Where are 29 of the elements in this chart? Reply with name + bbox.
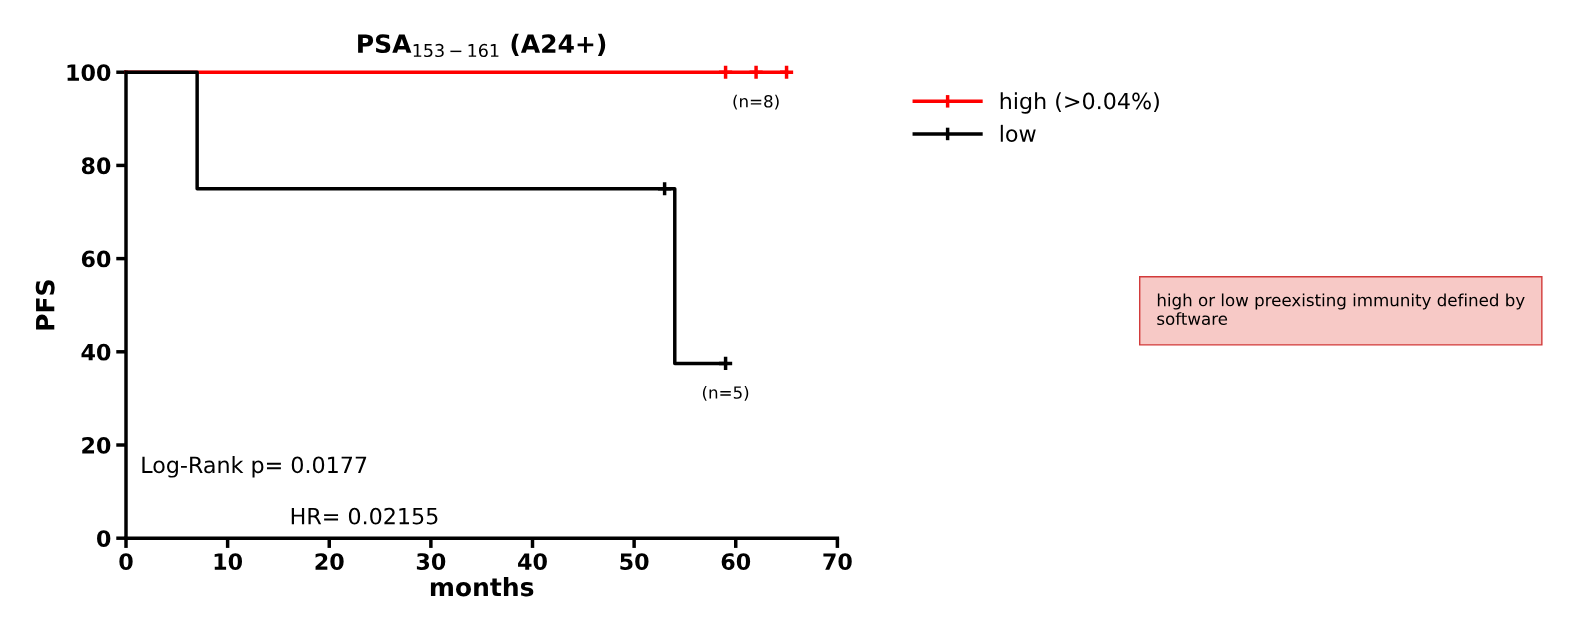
legend-label: high (>0.04%) [1000, 92, 1159, 114]
y-tick-label: 20 [82, 436, 111, 454]
y-axis-title: PFS [35, 280, 55, 330]
x-tick-label: 0 [119, 553, 133, 570]
point [717, 355, 734, 372]
y-tick-label: 40 [81, 343, 111, 361]
chart-title: PSA$_{153−161}$ (A24+) [358, 33, 606, 58]
x-axis-title: months [430, 577, 534, 597]
point [717, 63, 734, 81]
x-tick-label: 40 [518, 553, 547, 570]
x-tick-label: 70 [823, 553, 852, 570]
y-tick-label: 80 [81, 157, 111, 175]
y-tick-label: 0 [97, 530, 111, 547]
x-tick-label: 10 [214, 553, 243, 570]
text: high or low preexisting immunity defined by software [1157, 293, 1525, 326]
annotation: HR= 0.02155 [291, 507, 438, 525]
point [778, 63, 795, 81]
point [747, 63, 765, 81]
x-tick-label: 50 [620, 553, 649, 570]
annotation: (n=8) [733, 94, 779, 110]
legend-label: low [1000, 124, 1036, 143]
x-tick-label: 60 [721, 553, 751, 570]
y-tick-label: 60 [81, 250, 111, 268]
annotation: Log-Rank p= 0.0177 [142, 456, 367, 478]
y-tick-label: 100 [67, 64, 111, 81]
annotation: (n=5) [702, 385, 749, 401]
x-tick-label: 20 [315, 553, 344, 570]
x-tick-label: 30 [416, 553, 446, 570]
point [656, 180, 673, 198]
